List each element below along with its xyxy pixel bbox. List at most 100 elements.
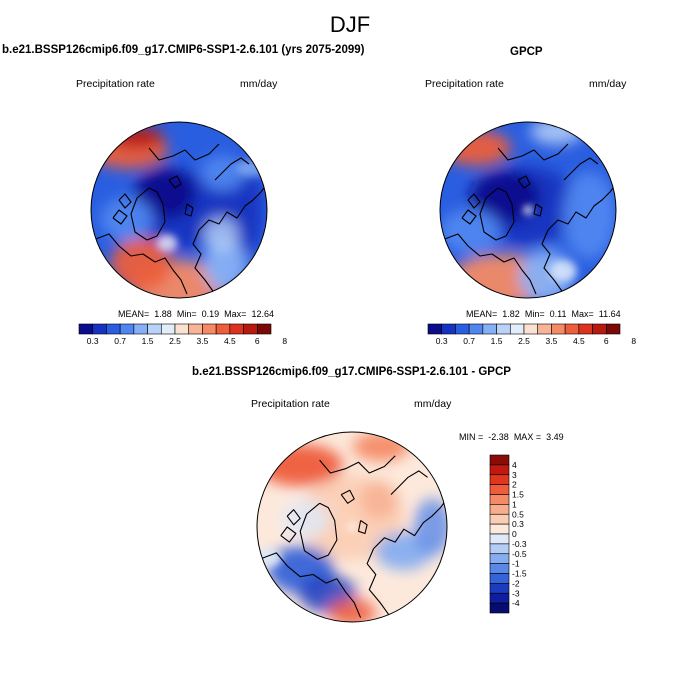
panel-3-field-patch xyxy=(257,444,343,487)
panel-3-colorbar-tick-label: -1 xyxy=(512,559,520,569)
panel-3-coastline-segment xyxy=(357,520,368,535)
panel-3-colorbar-box xyxy=(489,454,510,466)
panel-3-colorbar-box xyxy=(489,504,510,515)
panel-3-colorbar-tick-label: 0.3 xyxy=(512,519,524,529)
panel-2-colorbar-box xyxy=(455,323,470,335)
panel-1-field-patch xyxy=(235,159,267,177)
panel-1-colorbar-tick-label: 8 xyxy=(282,336,287,346)
panel-1-colorbar-tick-label: 2.5 xyxy=(169,336,181,346)
panel-2-colorbar-box xyxy=(509,323,525,335)
panel-3-colorbar-box xyxy=(489,573,510,584)
panel-2-coastline-segment xyxy=(497,143,569,161)
panel-1-colorbar-tick-label: 6 xyxy=(255,336,260,346)
panel-3-map-boundary xyxy=(256,431,448,623)
panel-2-coastline-segment xyxy=(533,203,543,217)
panel-2-min-value: 0.11 xyxy=(549,309,567,319)
panel-3-coastline-segment xyxy=(373,498,447,549)
panel-3-title: b.e21.BSSP126cmip6.f09_g17.CMIP6-SSP1-2.… xyxy=(192,366,511,378)
panel-2-colorbar-tick-label: 6 xyxy=(604,336,609,346)
panel-1-coastline-segment xyxy=(130,187,166,241)
panel-3-coastline-segment xyxy=(366,548,392,619)
panel-3-colorbar-box xyxy=(489,533,510,545)
panel-2-coastline-segment xyxy=(479,187,515,241)
panel-3-colorbar-box xyxy=(489,563,510,574)
figure-title: DJF xyxy=(329,12,371,37)
panel-2-mean-label: MEAN= xyxy=(466,309,498,319)
panel-3-colorbar-tick-label: 0.5 xyxy=(512,509,524,519)
panel-1-colorbar-box xyxy=(215,323,231,335)
panel-2-colorbar-box xyxy=(605,323,621,335)
panel-2-coastline-segment xyxy=(541,229,565,295)
panel-2-colorbar: 0.3 0.7 1.5 2.5 3.5 4.5 6 8 xyxy=(427,323,636,346)
panel-2-coastline-segment xyxy=(547,183,616,231)
panel-1-colorbar-box xyxy=(160,323,176,335)
panel-2-map xyxy=(439,121,617,299)
panel-3-coastline-segment xyxy=(280,526,297,543)
panel-2-field-patch xyxy=(523,205,533,215)
panel-2-colorbar-box xyxy=(564,323,580,335)
panel-2-variable-label: Precipitation rate xyxy=(425,78,504,90)
panel-3-variable-label: Precipitation rate xyxy=(251,398,330,410)
panel-3-colorbar-tick-label: 4 xyxy=(512,460,517,470)
panel-2-colorbar-tick-label: 1.5 xyxy=(491,336,503,346)
panel-3-max-label: MAX = xyxy=(513,432,542,442)
panel-1-field-patch xyxy=(110,127,164,149)
panel-1-colorbar-box xyxy=(174,323,190,335)
panel-1-coastline-segment xyxy=(148,143,220,161)
panel-1-field-patch xyxy=(156,234,178,252)
panel-2-max-value: 11.64 xyxy=(598,309,621,319)
panel-3-stats: MIN = -2.38 MAX = 3.49 xyxy=(459,432,564,442)
panel-2-colorbar-box xyxy=(523,323,539,335)
panel-2-field-patch xyxy=(469,170,541,224)
panel-2-field-patch xyxy=(440,130,512,166)
panel-3-map xyxy=(256,431,448,623)
panel-2-colorbar-tick-label: 0.7 xyxy=(463,336,475,346)
panel-1-colorbar-box xyxy=(243,323,258,335)
panel-3-colorbar-tick-label: -1.5 xyxy=(512,569,527,579)
panel-1-field-patch xyxy=(200,155,245,191)
panel-1-colorbar-box xyxy=(92,323,107,335)
panel-1-min-label: Min= xyxy=(176,309,197,319)
panel-2-colorbar-box xyxy=(592,323,607,335)
panel-3-colorbar-box xyxy=(489,583,510,594)
panel-3-min-value: -2.38 xyxy=(488,432,509,442)
panel-2-coastline-segment xyxy=(563,157,599,181)
panel-1-coastline-segment xyxy=(184,203,194,217)
panel-3-colorbar-tick-label: 0 xyxy=(512,529,517,539)
panel-3-colorbar-box xyxy=(489,474,510,485)
panel-2-coastline-segment xyxy=(517,175,531,189)
panel-2-colorbar-box xyxy=(578,323,593,335)
panel-1-colorbar-box xyxy=(106,323,121,335)
panel-3-colorbar-box xyxy=(489,592,510,604)
panel-3-colorbar-tick-label: -2 xyxy=(512,578,520,588)
panel-1-map-boundary xyxy=(90,121,268,299)
panel-3-colorbar-tick-label: -0.5 xyxy=(512,549,527,559)
panel-2-colorbar-tick-label: 2.5 xyxy=(518,336,530,346)
panel-2-coastline-segment xyxy=(467,193,481,209)
panel-3-colorbar-box xyxy=(489,553,510,564)
panel-2-colorbar-tick-label: 3.5 xyxy=(546,336,558,346)
panel-2-coastline-segment xyxy=(441,233,537,295)
panel-3-units-label: mm/day xyxy=(414,398,452,410)
panel-1-map xyxy=(90,121,268,299)
panel-1-coastlines xyxy=(92,143,267,295)
panel-1-coastline-segment xyxy=(192,229,216,295)
panel-3-coastline-segment xyxy=(340,489,355,504)
panel-1-colorbar-box xyxy=(119,323,135,335)
panel-1-field-patch xyxy=(100,197,154,242)
panel-3-colorbar-tick-label: -3 xyxy=(512,588,520,598)
panel-1-max-value: 12.64 xyxy=(251,309,274,319)
panel-2-field-patch xyxy=(550,260,577,282)
panel-3-field-patch xyxy=(257,548,282,568)
panel-2-mean-value: 1.82 xyxy=(502,309,520,319)
panel-2-colorbar-box xyxy=(427,323,443,335)
panel-2-min-label: Min= xyxy=(524,309,545,319)
panel-1-colorbar-tick-label: 0.3 xyxy=(87,336,99,346)
panel-1-colorbar-box xyxy=(256,323,272,335)
panel-1-coastline-segment xyxy=(214,157,250,181)
panel-1-colorbar-box xyxy=(229,323,244,335)
panel-3-colorbar-box xyxy=(489,484,510,495)
panel-2-colorbar-tick-label: 8 xyxy=(631,336,636,346)
